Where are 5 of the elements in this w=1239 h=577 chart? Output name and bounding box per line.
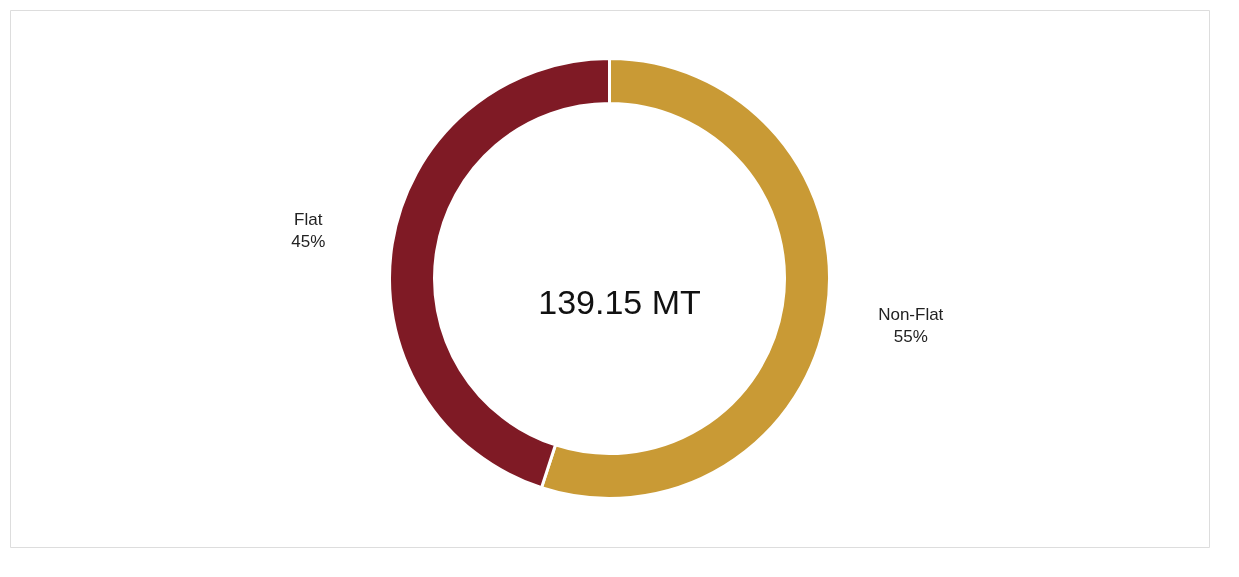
text: 139.15 MT bbox=[538, 282, 701, 321]
data-label: 45% bbox=[291, 231, 326, 251]
slice-label: Non-Flat bbox=[878, 305, 944, 325]
slice-label: Flat bbox=[294, 209, 323, 229]
data-label: 55% bbox=[893, 327, 928, 347]
